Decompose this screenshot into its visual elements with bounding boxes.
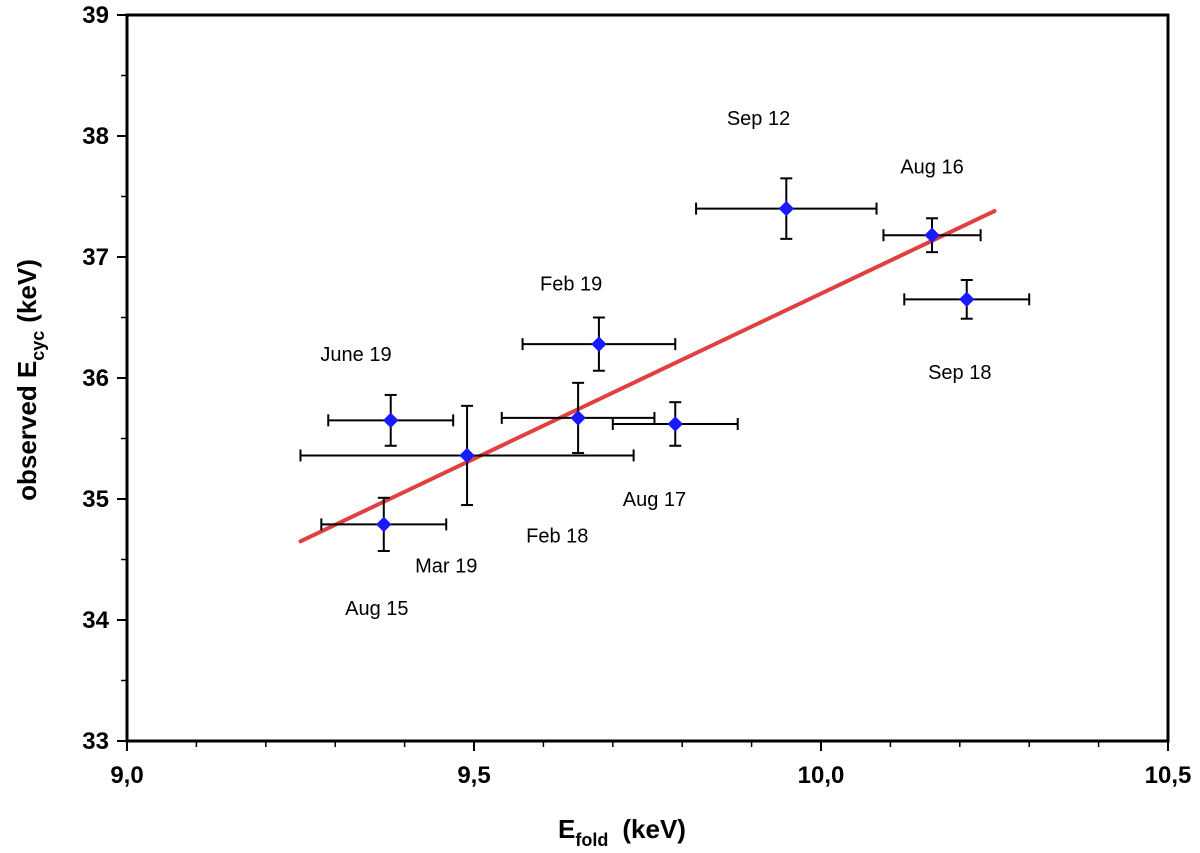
- x-axis-title-unit: (keV): [622, 814, 686, 844]
- y-tick-label: 34: [82, 607, 109, 634]
- point-label: Feb 19: [540, 274, 602, 296]
- y-axis-title-main: observed E: [12, 361, 42, 501]
- fit-line: [298, 209, 997, 544]
- y-tick-label: 38: [82, 123, 109, 150]
- y-axis-title-sub: cyc: [28, 331, 48, 361]
- point-label: Feb 18: [526, 525, 588, 547]
- data-point-marker: [570, 410, 586, 426]
- data-point-marker: [383, 412, 399, 429]
- point-label: Sep 12: [727, 108, 790, 130]
- data-point-marker: [667, 416, 683, 432]
- y-tick-labels: 33 34 35 36 37 38 39: [82, 2, 109, 755]
- data-point-marker: [959, 291, 975, 308]
- y-tick-label: 39: [82, 2, 109, 29]
- point-labels: Aug 15 Mar 19 June 19 Feb 18 Aug 17 Feb 19 Sep…: [320, 108, 991, 620]
- y-axis-title-unit: (keV): [12, 259, 42, 323]
- axis-ticks: [117, 14, 1169, 751]
- point-label: Mar 19: [415, 556, 477, 578]
- x-tick-label: 9,5: [457, 762, 490, 789]
- x-axis-title-main: E: [558, 814, 575, 844]
- data-point-marker: [591, 336, 607, 352]
- point-label: Aug 17: [623, 489, 686, 511]
- data-point-marker: [459, 447, 475, 464]
- point-label: June 19: [320, 344, 391, 366]
- point-label: Aug 16: [900, 156, 963, 178]
- x-axis-title-sub: fold: [575, 830, 608, 850]
- x-tick-label: 10,5: [1145, 762, 1192, 789]
- point-label: Aug 15: [345, 598, 408, 620]
- x-tick-labels: 9,0 9,5 10,0 10,5: [110, 762, 1191, 789]
- y-tick-label: 37: [82, 244, 109, 271]
- x-tick-label: 9,0: [110, 762, 143, 789]
- data-point-marker: [376, 516, 392, 533]
- y-tick-label: 36: [82, 365, 109, 392]
- data-point-marker: [924, 227, 940, 243]
- y-tick-label: 35: [82, 486, 109, 513]
- y-axis-title: observed Ecyc (keV): [12, 259, 48, 501]
- data-point-marker: [778, 200, 795, 217]
- data-markers: [376, 200, 975, 533]
- y-tick-label: 33: [82, 728, 109, 755]
- x-axis-title: Efold (keV): [558, 814, 686, 850]
- point-label: Sep 18: [928, 362, 991, 384]
- x-tick-label: 10,0: [798, 762, 845, 789]
- fit-line-group: [298, 209, 997, 544]
